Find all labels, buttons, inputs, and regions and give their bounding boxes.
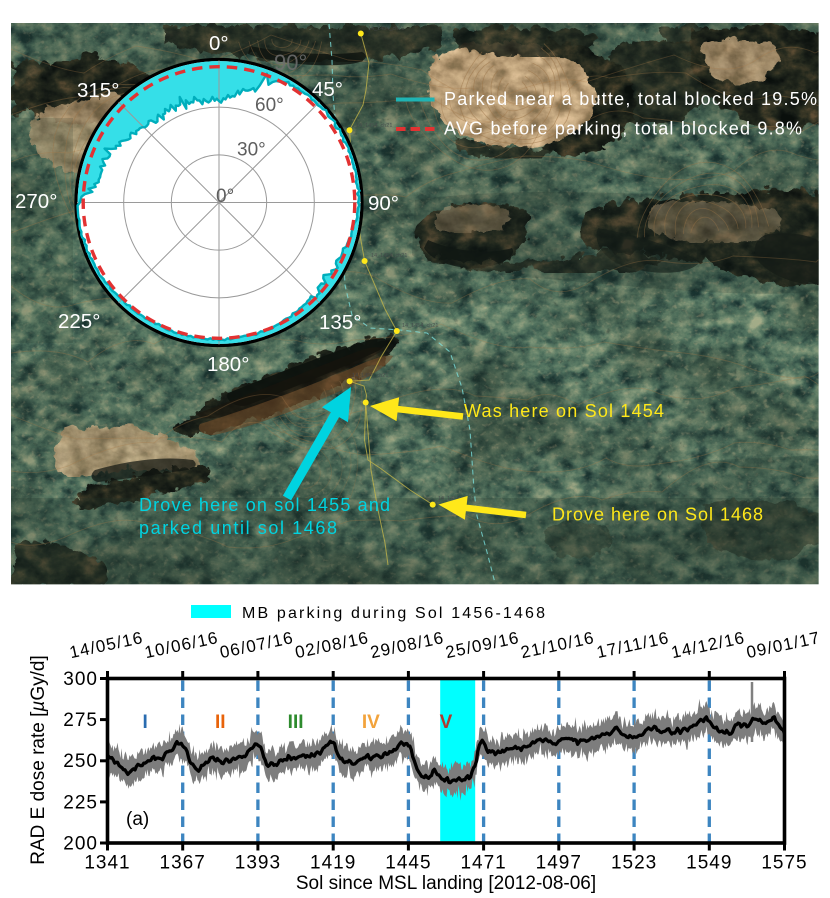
svg-text:300: 300 — [63, 669, 98, 690]
svg-text:250: 250 — [63, 751, 98, 772]
svg-text:200: 200 — [63, 834, 98, 855]
svg-text:(a): (a) — [126, 809, 149, 830]
svg-text:1497: 1497 — [536, 853, 582, 874]
svg-text:14_1454_ch21: 14_1454_ch21 — [402, 323, 438, 329]
svg-text:II: II — [215, 712, 226, 733]
svg-text:Drove here on sol 1455 and: Drove here on sol 1455 and — [139, 495, 390, 515]
svg-text:MB parking during Sol 1456-146: MB parking during Sol 1456-1468 — [242, 605, 545, 622]
svg-text:1575: 1575 — [761, 853, 807, 874]
svg-text:0°: 0° — [209, 32, 229, 55]
svg-text:180°: 180° — [207, 353, 249, 376]
svg-text:14_1454_ch21: 14_1454_ch21 — [438, 496, 474, 502]
svg-text:225°: 225° — [58, 310, 100, 333]
svg-text:Sol since MSL landing [2012-08: Sol since MSL landing [2012-08-06] — [296, 873, 596, 894]
svg-text:225: 225 — [63, 792, 98, 813]
svg-text:IV: IV — [362, 712, 380, 733]
svg-text:1393: 1393 — [235, 853, 281, 874]
svg-text:60°: 60° — [255, 95, 284, 116]
svg-text:90°: 90° — [274, 50, 307, 75]
svg-text:14_1454_ch21: 14_1454_ch21 — [356, 123, 392, 129]
svg-text:1445: 1445 — [385, 853, 431, 874]
svg-text:RAD E dose rate [µGy/d]: RAD E dose rate [µGy/d] — [28, 655, 49, 864]
svg-text:1419: 1419 — [310, 853, 356, 874]
svg-text:V: V — [440, 712, 453, 733]
svg-text:III: III — [288, 712, 304, 733]
svg-text:30°: 30° — [237, 140, 266, 161]
svg-text:270°: 270° — [15, 190, 57, 213]
svg-text:1341: 1341 — [84, 853, 130, 874]
svg-text:AVG before parking, total bloc: AVG before parking, total blocked 9.8% — [444, 119, 802, 139]
svg-text:1523: 1523 — [611, 853, 657, 874]
svg-text:275: 275 — [63, 710, 98, 731]
svg-text:14_1454_ch21: 14_1454_ch21 — [352, 373, 388, 379]
svg-text:1549: 1549 — [686, 853, 732, 874]
svg-text:90°: 90° — [368, 192, 399, 215]
svg-text:14_1454_ch21: 14_1454_ch21 — [368, 26, 404, 32]
svg-text:1471: 1471 — [460, 853, 506, 874]
svg-text:0°: 0° — [216, 186, 234, 207]
svg-text:135°: 135° — [319, 311, 361, 334]
svg-text:Was here on Sol 1454: Was here on Sol 1454 — [464, 401, 664, 421]
svg-text:Drove here on Sol 1468: Drove here on Sol 1468 — [552, 505, 763, 525]
svg-text:315°: 315° — [77, 79, 119, 102]
svg-text:1367: 1367 — [160, 853, 206, 874]
svg-text:parked until sol 1468: parked until sol 1468 — [139, 518, 337, 538]
svg-text:14_1454_ch21: 14_1454_ch21 — [371, 253, 407, 259]
svg-text:45°: 45° — [312, 78, 343, 101]
svg-text:I: I — [142, 712, 147, 733]
